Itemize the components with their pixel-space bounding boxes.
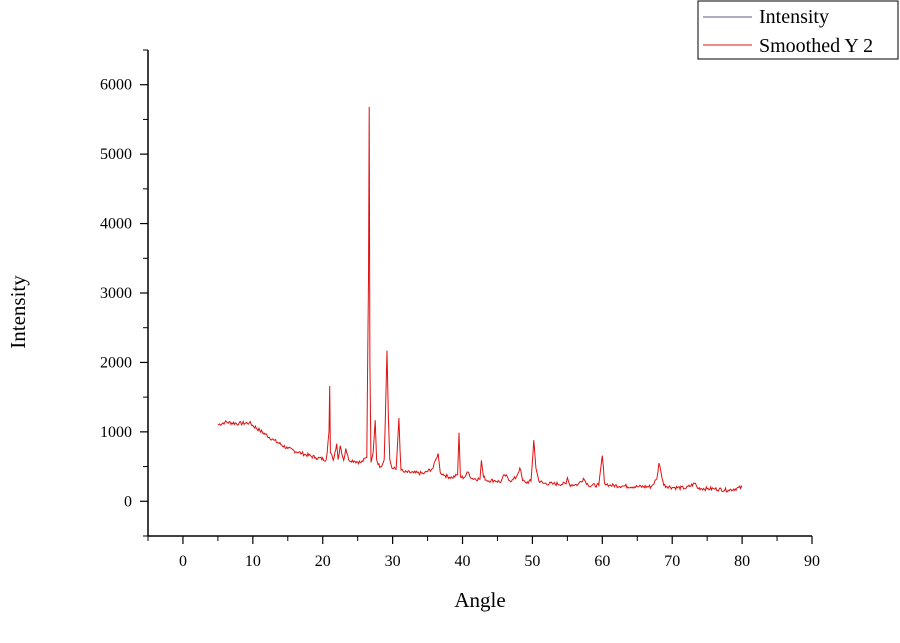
legend-box xyxy=(697,0,899,60)
legend-label-smoothed: Smoothed Y 2 xyxy=(759,35,873,57)
y-tick-label: 2000 xyxy=(100,354,132,371)
series-layer xyxy=(217,106,743,493)
legend: Intensity Smoothed Y 2 xyxy=(697,0,899,60)
y-tick-label: 5000 xyxy=(100,146,132,163)
y-tick-label: 4000 xyxy=(100,216,132,233)
y-tick-label: 3000 xyxy=(100,285,132,302)
x-tick-label: 70 xyxy=(664,553,680,570)
x-tick-label: 60 xyxy=(594,553,610,570)
x-tick-label: 40 xyxy=(455,553,471,570)
legend-label-intensity: Intensity xyxy=(759,6,829,28)
x-tick-label: 10 xyxy=(245,553,261,570)
series-line-1 xyxy=(217,106,743,493)
x-axis-title: Angle xyxy=(454,588,505,612)
x-tick-label: 50 xyxy=(524,553,540,570)
x-tick-label: 0 xyxy=(179,553,187,570)
x-tick-label: 20 xyxy=(315,553,331,570)
y-tick-label: 6000 xyxy=(100,77,132,94)
x-tick-label: 80 xyxy=(734,553,750,570)
x-tick-label: 90 xyxy=(804,553,820,570)
y-tick-label: 1000 xyxy=(100,424,132,441)
x-tick-label: 30 xyxy=(385,553,401,570)
y-axis-title: Intensity xyxy=(6,275,30,349)
axis-ticks: 0 10 20 30 40 50 60 70 80 90 0 1000 2000 3000 4000 5000… xyxy=(100,49,820,570)
y-tick-label: 0 xyxy=(124,493,132,510)
